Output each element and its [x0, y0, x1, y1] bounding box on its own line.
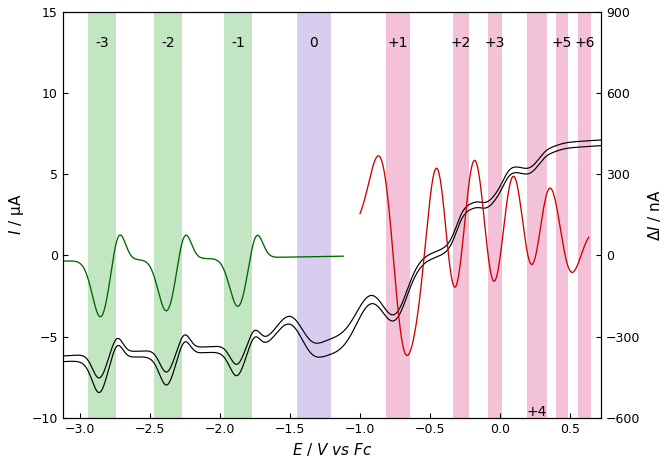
Bar	[453, 12, 470, 418]
Bar	[488, 12, 502, 418]
Bar	[88, 12, 116, 418]
Bar	[224, 12, 252, 418]
Bar	[555, 12, 568, 418]
Bar	[527, 12, 547, 418]
Bar	[578, 12, 591, 418]
Text: +3: +3	[484, 36, 505, 50]
Text: 0: 0	[310, 36, 318, 50]
X-axis label: $E$ / $V$ $vs$ $Fc$: $E$ / $V$ $vs$ $Fc$	[291, 441, 373, 458]
Bar	[386, 12, 410, 418]
Bar	[297, 12, 330, 418]
Text: -3: -3	[95, 36, 109, 50]
Text: +5: +5	[552, 36, 572, 50]
Bar	[154, 12, 182, 418]
Text: +1: +1	[388, 36, 408, 50]
Text: -2: -2	[161, 36, 175, 50]
Text: +4: +4	[527, 405, 547, 418]
Y-axis label: Δ$I$ / nA: Δ$I$ / nA	[646, 189, 663, 241]
Text: +2: +2	[451, 36, 471, 50]
Y-axis label: $I$ / μA: $I$ / μA	[7, 194, 26, 235]
Text: -1: -1	[231, 36, 245, 50]
Text: +6: +6	[574, 36, 595, 50]
